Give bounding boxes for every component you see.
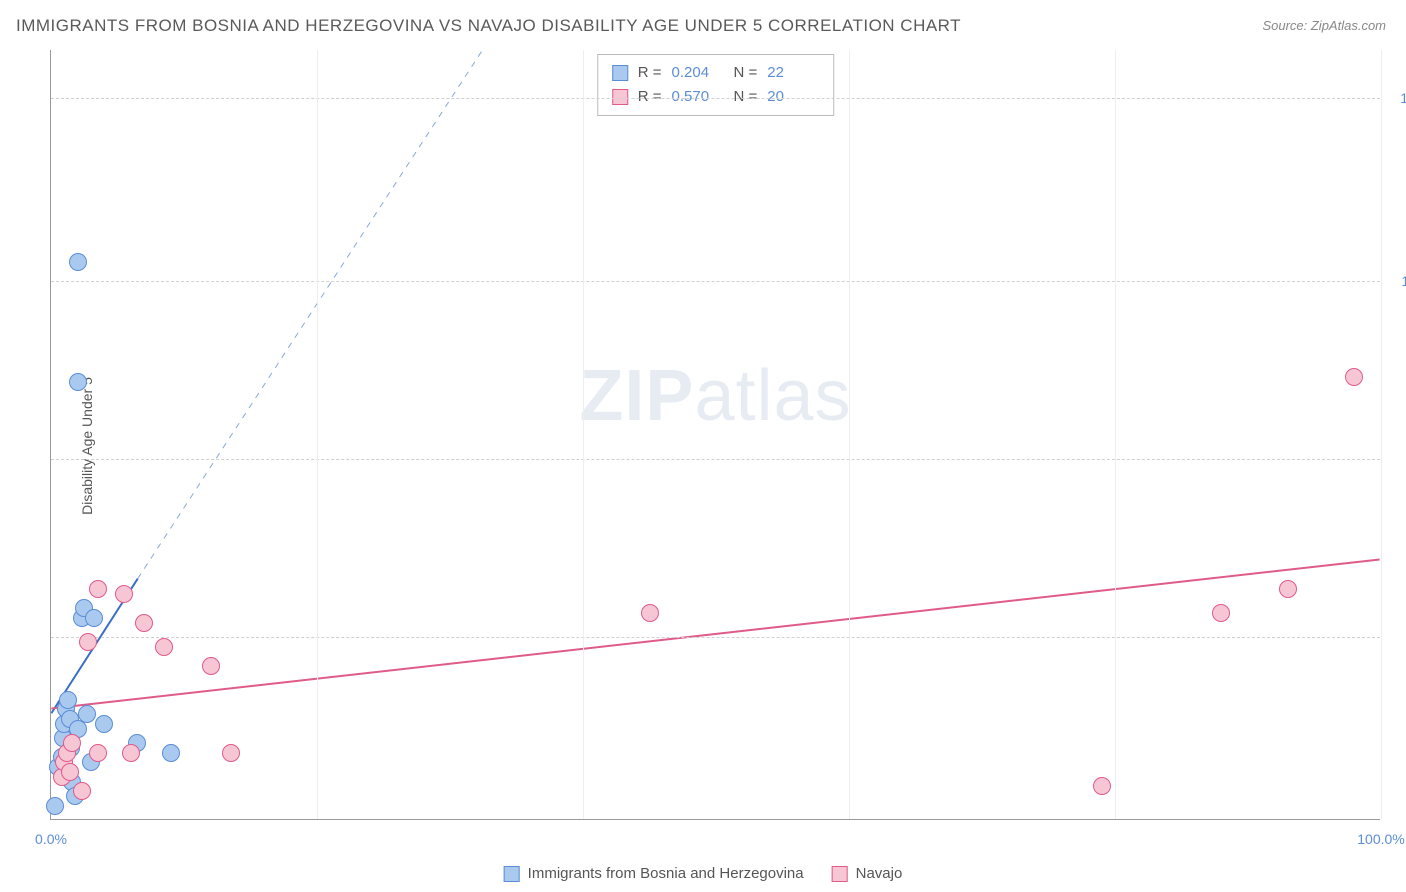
data-point (155, 638, 173, 656)
y-tick-label: 7.5% (1385, 451, 1406, 467)
data-point (95, 715, 113, 733)
data-point (1279, 580, 1297, 598)
data-point (69, 373, 87, 391)
data-point (85, 609, 103, 627)
stats-row: R = 0.570 N = 20 (612, 85, 820, 109)
r-value: 0.204 (672, 61, 724, 85)
chart-title: IMMIGRANTS FROM BOSNIA AND HERZEGOVINA V… (16, 16, 961, 36)
legend-label: Immigrants from Bosnia and Herzegovina (528, 865, 804, 882)
source-attribution: Source: ZipAtlas.com (1262, 18, 1386, 33)
gridline-vertical (1381, 50, 1382, 819)
plot-area: ZIPatlas R =0.204N =22R =0.570N =20 3.8%… (50, 50, 1380, 820)
r-label: R = (638, 61, 662, 85)
trend-line-extrapolation (138, 50, 530, 579)
trend-line (51, 559, 1379, 708)
gridline-vertical (583, 50, 584, 819)
r-label: R = (638, 85, 662, 109)
watermark: ZIPatlas (579, 355, 851, 437)
data-point (61, 763, 79, 781)
n-value: 22 (767, 61, 819, 85)
x-tick-label: 0.0% (35, 831, 67, 847)
gridline-vertical (849, 50, 850, 819)
x-tick-label: 100.0% (1357, 831, 1404, 847)
data-point (641, 604, 659, 622)
legend-item: Navajo (832, 865, 903, 882)
data-point (46, 797, 64, 815)
data-point (78, 705, 96, 723)
y-tick-label: 3.8% (1385, 629, 1406, 645)
y-tick-label: 15.0% (1385, 90, 1406, 106)
data-point (69, 253, 87, 271)
gridline-vertical (1115, 50, 1116, 819)
n-value: 20 (767, 85, 819, 109)
stats-legend-box: R = 0.204 N = 22 R = 0.570 N = 20 (597, 54, 835, 116)
legend-swatch (832, 866, 848, 882)
gridline-vertical (317, 50, 318, 819)
data-point (162, 744, 180, 762)
gridline-horizontal (51, 281, 1380, 282)
data-point (1212, 604, 1230, 622)
data-point (59, 691, 77, 709)
gridline-horizontal (51, 637, 1380, 638)
gridline-horizontal (51, 98, 1380, 99)
stats-row: R = 0.204 N = 22 (612, 61, 820, 85)
data-point (89, 580, 107, 598)
y-tick-label: 11.2% (1385, 273, 1406, 289)
gridline-horizontal (51, 459, 1380, 460)
bottom-legend: Immigrants from Bosnia and Herzegovina Na… (504, 865, 903, 882)
series-swatch (612, 65, 628, 81)
series-swatch (612, 89, 628, 105)
data-point (122, 744, 140, 762)
legend-item: Immigrants from Bosnia and Herzegovina (504, 865, 804, 882)
data-point (89, 744, 107, 762)
trend-lines (51, 50, 1380, 819)
data-point (1093, 777, 1111, 795)
data-point (135, 614, 153, 632)
n-label: N = (734, 85, 758, 109)
legend-swatch (504, 866, 520, 882)
data-point (73, 782, 91, 800)
data-point (222, 744, 240, 762)
legend-label: Navajo (856, 865, 903, 882)
data-point (79, 633, 97, 651)
r-value: 0.570 (672, 85, 724, 109)
data-point (1345, 368, 1363, 386)
n-label: N = (734, 61, 758, 85)
data-point (63, 734, 81, 752)
data-point (202, 657, 220, 675)
data-point (115, 585, 133, 603)
